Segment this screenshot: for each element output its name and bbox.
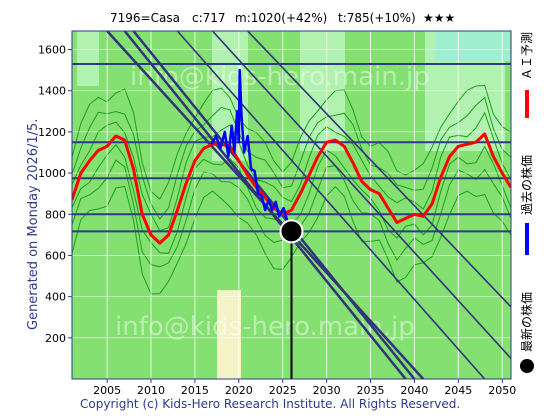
legend: ＡＩ予測 過去の株価 最新の株価 <box>519 32 534 373</box>
watermark: info@kids-hero.main.jp <box>130 62 430 92</box>
x-tick-label: 2015 <box>181 384 209 397</box>
band-highlight <box>77 31 99 86</box>
y-axis: 200 400 600 800 1000 1200 1400 1600 <box>38 44 72 345</box>
y-tick-label: 400 <box>45 291 66 304</box>
y-tick-label: 1200 <box>38 126 66 139</box>
x-tick-label: 2010 <box>137 384 165 397</box>
x-tick-label: 2050 <box>488 384 516 397</box>
latest-price-marker <box>279 219 304 244</box>
copyright-footer: Copyright (c) Kids-Hero Research Institu… <box>80 397 460 411</box>
series-ai-prediction <box>72 132 511 245</box>
series-layer <box>72 68 511 245</box>
current-price: c:717 <box>192 11 226 25</box>
plot-frame <box>71 30 512 380</box>
band-highlight-cyan <box>435 31 510 61</box>
mid-target: m:1020(+42%) <box>235 11 327 25</box>
legend-label-latest: 最新の株価 <box>519 292 534 352</box>
trend-line <box>176 31 486 379</box>
x-axis: 2005 2010 2015 2020 2025 2030 2035 2040 2045 2050 <box>93 379 516 397</box>
x-tick-label: 2025 <box>269 384 297 397</box>
rating-stars: ★★★ <box>423 11 455 25</box>
generated-date-caption: Generated on Monday 2026/1/5. <box>26 119 41 330</box>
envelope-line <box>72 84 511 200</box>
x-tick-label: 2040 <box>400 384 428 397</box>
x-tick-label: 2035 <box>357 384 385 397</box>
trend-line <box>211 31 511 359</box>
y-tick-label: 800 <box>45 208 66 221</box>
target-price: t:785(+10%) <box>338 11 416 25</box>
stock-code: 7196=Casa <box>110 11 180 25</box>
y-tick-label: 600 <box>45 249 66 262</box>
band-low-cream <box>217 290 241 379</box>
x-tick-label: 2045 <box>444 384 472 397</box>
x-tick-label: 2020 <box>225 384 253 397</box>
y-tick-label: 200 <box>45 332 66 345</box>
y-tick-label: 1000 <box>38 167 66 180</box>
legend-swatch-latest <box>520 359 534 373</box>
legend-label-past: 過去の株価 <box>519 155 534 215</box>
x-tick-label: 2030 <box>313 384 341 397</box>
envelope-line <box>72 96 511 220</box>
trend-line <box>247 31 511 308</box>
series-past-price <box>210 68 293 230</box>
envelope-line <box>72 111 511 232</box>
y-tick-label: 1600 <box>38 44 66 57</box>
latest-marker-layer <box>279 219 304 379</box>
legend-label-ai: ＡＩ予測 <box>520 32 534 80</box>
y-tick-label: 1400 <box>38 85 66 98</box>
x-tick-label: 2005 <box>93 384 121 397</box>
